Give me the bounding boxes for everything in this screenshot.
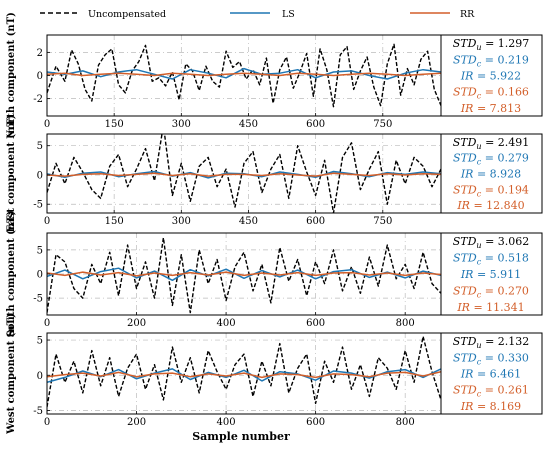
panel-0-xtick-label-1: 150: [105, 119, 124, 130]
panel-3-y-axis-label: West component (nT): [6, 313, 17, 435]
panel-0-series-rr: [47, 72, 441, 77]
panel-3-series-rr: [47, 370, 441, 379]
panel-2-stat-2: IR = 5.911: [460, 268, 521, 281]
panel-1-stat-4: IR = 12.840: [456, 199, 524, 212]
panel-1-series-uncomp: [47, 134, 441, 213]
panel-3-xtick-label-4: 800: [396, 417, 415, 428]
panel-3-ytick-label-2: 5: [37, 336, 43, 347]
legend-label-0: Uncompensated: [88, 9, 166, 20]
panel-2-stats-box: [440, 232, 543, 316]
panel-0-xtick-label-3: 450: [239, 119, 258, 130]
panel-1-series: [47, 134, 441, 213]
panel-1-series-rr: [47, 172, 441, 177]
panel-1-xtick-label-3: 450: [239, 216, 258, 227]
panel-3-xtick-label-1: 200: [127, 417, 146, 428]
x-axis-label: Sample number: [192, 430, 290, 443]
panel-2-xtick-label-1: 200: [127, 318, 146, 329]
panel-2-series-rr: [47, 271, 441, 277]
panel-1-xtick-label-0: 0: [44, 216, 50, 227]
panel-2-stat-3: STDc = 0.270: [453, 284, 529, 299]
panel-3-ytick-label-0: -5: [33, 406, 43, 417]
panel-0-ytick-label-0: -2: [33, 94, 43, 105]
panel-1-stat-3: STDc = 0.194: [453, 183, 529, 198]
panel-1-ytick-label-2: 5: [37, 141, 43, 152]
legend: Uncompensated LS RR: [40, 9, 475, 20]
panel-2-ytick-label-1: 0: [37, 270, 43, 281]
panel-3-series-uncomp: [47, 335, 441, 408]
panel-3-series: [47, 335, 441, 408]
panel-1-stats-box: [440, 133, 543, 214]
panel-3-stat-3: STDc = 0.261: [453, 384, 529, 399]
panel-3-xtick-label-3: 600: [306, 417, 325, 428]
panel-3-stat-1: STDc = 0.330: [453, 351, 529, 366]
panel-0-stat-1: STDc = 0.219: [453, 53, 529, 68]
panel-2: 0 200 400 600 800 -5 0 5 South component (nT) STD…: [6, 211, 543, 338]
panel-1-ytick-label-0: -5: [33, 200, 43, 211]
panel-0: 0 150 300 450 600 750 -2 0 2 North component (nT)…: [6, 12, 543, 139]
panel-0-series: [47, 43, 441, 108]
panel-2-y-axis-label: South component (nT): [6, 211, 17, 338]
panel-2-series-ls: [47, 267, 441, 282]
legend-label-1: LS: [282, 9, 295, 20]
panel-2-ytick-label-0: -5: [33, 294, 43, 305]
panel-0-xtick-label-4: 600: [306, 119, 325, 130]
panel-1-stat-1: STDc = 0.279: [453, 152, 529, 167]
panel-0-stat-3: STDc = 0.166: [453, 86, 529, 101]
panel-0-y-axis-label: North component (nT): [6, 12, 17, 139]
panel-0-ytick-label-1: 0: [37, 71, 43, 82]
panel-0-ytick-label-2: 2: [37, 48, 43, 59]
panel-2-xtick-label-4: 800: [396, 318, 415, 329]
panel-3-stat-2: IR = 6.461: [460, 368, 521, 381]
panel-1-stat-2: IR = 8.928: [460, 168, 521, 181]
panel-1-ytick-label-1: 0: [37, 170, 43, 181]
panel-3-stat-4: IR = 8.169: [460, 400, 521, 413]
panel-2-xtick-label-3: 600: [306, 318, 325, 329]
panel-1-xtick-label-1: 150: [105, 216, 124, 227]
panel-2-series: [47, 237, 441, 314]
panel-0-xtick-label-5: 750: [373, 119, 392, 130]
panel-2-xtick-label-0: 0: [44, 318, 50, 329]
panel-3-stats-box: [440, 332, 543, 415]
panel-0-stats-box: [440, 34, 543, 117]
panel-0-stat-4: IR = 7.813: [460, 102, 521, 115]
panel-2-ytick-label-2: 5: [37, 245, 43, 256]
panel-0-xtick-label-0: 0: [44, 119, 50, 130]
panel-3-xtick-label-2: 400: [217, 417, 236, 428]
panel-2-xtick-label-2: 400: [217, 318, 236, 329]
panel-1-y-axis-label: East component (nT): [6, 114, 17, 232]
panel-1-xtick-label-2: 300: [172, 216, 191, 227]
legend-label-2: RR: [460, 9, 475, 20]
panel-0-stat-0: STDu = 1.297: [453, 37, 530, 52]
panel-1-stat-0: STDu = 2.491: [453, 136, 530, 151]
panel-3-stat-0: STDu = 2.132: [453, 335, 530, 350]
panel-1-xtick-label-5: 750: [373, 216, 392, 227]
panel-2-stat-4: IR = 11.341: [456, 301, 524, 314]
panel-0-series-uncomp: [47, 43, 441, 108]
panel-2-stat-1: STDc = 0.518: [453, 252, 529, 267]
panel-0-stat-2: IR = 5.922: [460, 70, 521, 83]
panel-0-xtick-label-2: 300: [172, 119, 191, 130]
panel-2-stat-0: STDu = 3.062: [453, 235, 530, 250]
panel-3-ytick-label-1: 0: [37, 371, 43, 382]
panels: 0 150 300 450 600 750 -2 0 2 North component (nT)…: [6, 12, 543, 435]
panel-1-xtick-label-4: 600: [306, 216, 325, 227]
panel-3-xtick-label-0: 0: [44, 417, 50, 428]
